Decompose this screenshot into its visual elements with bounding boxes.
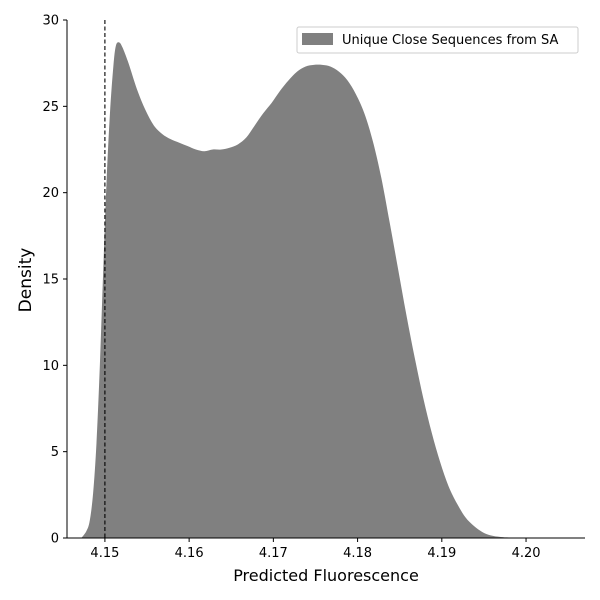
density-area-series-0: [81, 42, 531, 539]
y-tick-label: 20: [42, 186, 59, 201]
legend: Unique Close Sequences from SA: [296, 26, 579, 54]
x-tick-label: 4.17: [259, 546, 288, 561]
y-tick-label: 15: [42, 273, 59, 288]
legend-swatch: [302, 33, 333, 45]
x-ticks: 4.15 4.16 4.17 4.18 4.19 4.20: [90, 538, 541, 561]
y-axis-label: Density: [16, 248, 36, 313]
y-tick-label: 30: [42, 14, 59, 29]
x-tick-label: 4.18: [343, 546, 372, 561]
x-tick-label: 4.19: [427, 546, 456, 561]
y-tick-label: 10: [42, 359, 59, 374]
area-layer: [81, 42, 531, 539]
legend-label: Unique Close Sequences from SA: [342, 33, 558, 48]
y-tick-label: 25: [42, 100, 59, 115]
legend-box: [296, 26, 579, 54]
x-tick-label: 4.15: [90, 546, 119, 561]
y-tick-label: 0: [51, 532, 59, 547]
y-ticks: 0 5 10 15 20 25 30: [42, 14, 67, 547]
x-axis-label: Predicted Fluorescence: [233, 566, 419, 585]
x-tick-label: 4.20: [512, 546, 541, 561]
x-tick-label: 4.16: [175, 546, 204, 561]
y-tick-label: 5: [51, 445, 59, 460]
